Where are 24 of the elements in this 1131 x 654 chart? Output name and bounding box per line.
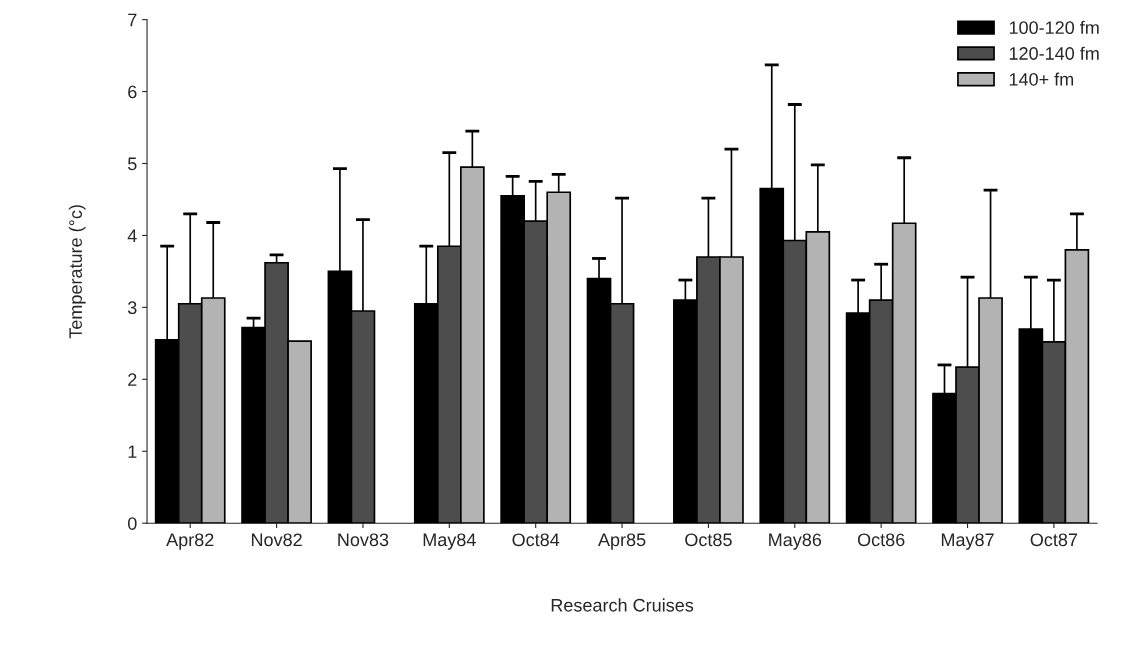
y-tick-label: 4: [127, 229, 137, 242]
x-tick-label: May87: [941, 533, 994, 550]
y-axis-title: Temperature (°c): [68, 205, 86, 339]
x-tick-label: Oct86: [857, 533, 905, 547]
legend-label: 140+ fm: [1009, 72, 1074, 86]
y-tick-label: 3: [127, 301, 137, 315]
y-tick-label: 1: [128, 445, 137, 458]
x-tick-label: Apr82: [166, 533, 214, 550]
y-tick-label: 6: [128, 85, 137, 99]
x-tick-label: Apr85: [598, 533, 646, 550]
y-tick-label: 0: [127, 517, 137, 530]
y-tick-label: 2: [128, 373, 137, 386]
y-tick-label: 7: [128, 13, 137, 27]
legend-label: 120-140 fm: [1009, 46, 1099, 60]
x-tick-label: Oct87: [1030, 533, 1078, 547]
x-tick-label: May86: [769, 533, 822, 550]
x-tick-label: Oct85: [685, 533, 732, 547]
x-axis-title: Research Cruises: [551, 598, 694, 612]
x-tick-label: Oct84: [512, 533, 560, 547]
x-tick-label: May84: [423, 533, 476, 550]
x-tick-label: Nov82: [251, 533, 302, 547]
y-tick-label: 5: [127, 157, 137, 171]
x-tick-label: Nov83: [338, 533, 389, 547]
legend-label: 100-120 fm: [1009, 20, 1099, 35]
